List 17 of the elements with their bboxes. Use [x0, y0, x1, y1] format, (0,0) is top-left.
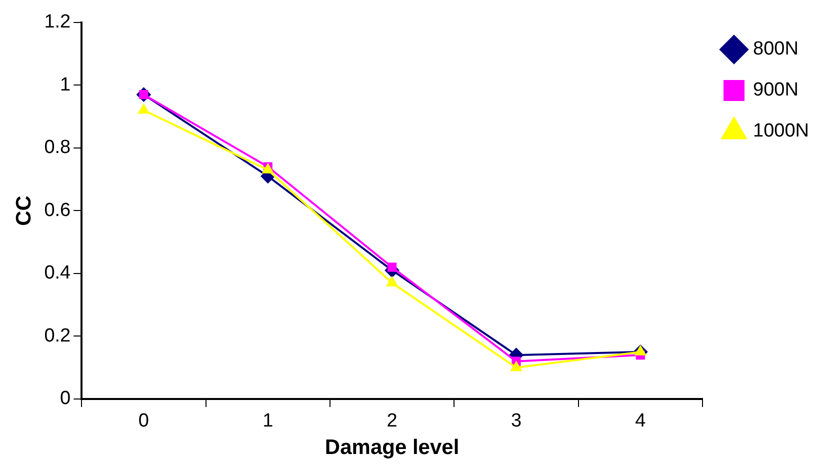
- x-tick-label: 4: [635, 410, 646, 432]
- legend-label: 900N: [753, 80, 798, 101]
- x-tick-label: 3: [510, 410, 522, 432]
- y-tick-label: 0.2: [44, 325, 71, 346]
- y-axis-title: CC: [12, 196, 36, 226]
- y-tick-label: 0.6: [44, 200, 71, 221]
- y-tick-label: 1: [60, 74, 71, 96]
- x-axis-title: Damage level: [324, 436, 460, 460]
- legend-label: 800N: [753, 38, 798, 60]
- y-tick-label: 0: [60, 388, 71, 410]
- x-tick-label: 2: [386, 410, 398, 432]
- x-tick-label: 1: [262, 410, 274, 432]
- legend-label: 1000N: [753, 120, 810, 142]
- x-tick-label: 0: [138, 410, 149, 432]
- y-tick-label: 1.2: [44, 12, 71, 33]
- y-tick-label: 0.8: [44, 137, 71, 158]
- y-tick-label: 0.4: [44, 262, 72, 284]
